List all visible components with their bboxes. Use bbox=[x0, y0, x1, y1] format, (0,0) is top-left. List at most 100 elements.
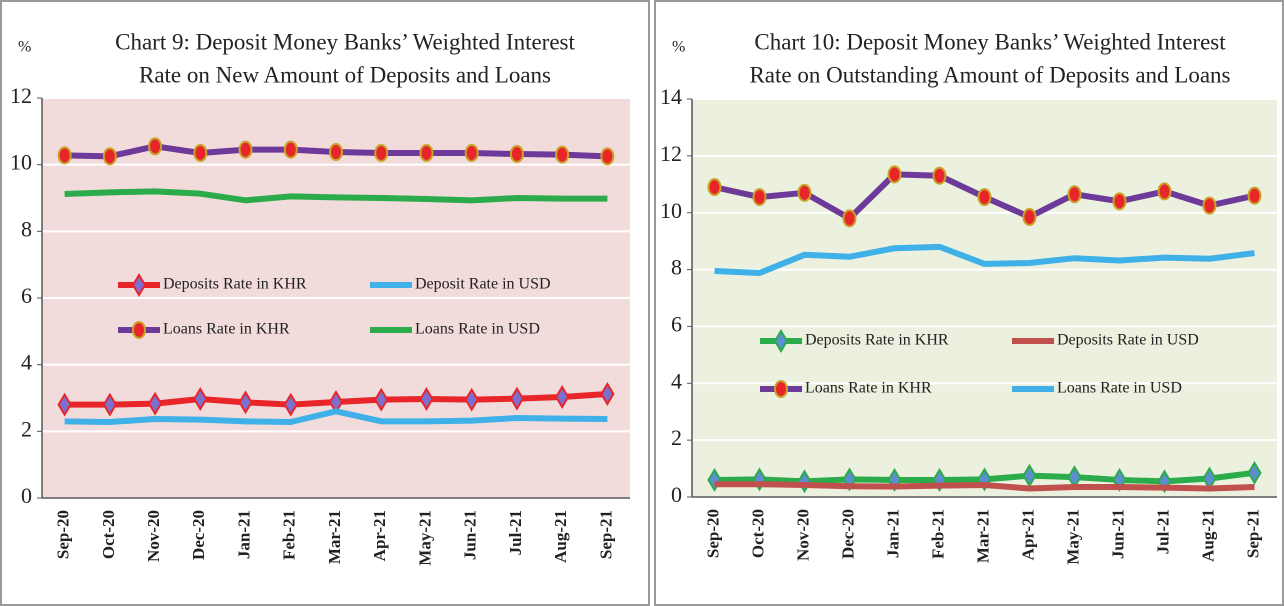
y-axis-label: % bbox=[672, 39, 685, 56]
data-point bbox=[193, 144, 208, 162]
legend-marker bbox=[773, 329, 789, 353]
data-point bbox=[147, 391, 163, 416]
x-tick-label: Dec-20 bbox=[838, 509, 857, 559]
y-tick-label: 4 bbox=[21, 350, 32, 375]
data-point bbox=[238, 390, 253, 415]
x-tick-label: May-21 bbox=[1063, 509, 1082, 565]
series-line bbox=[64, 408, 608, 425]
data-point bbox=[419, 144, 434, 162]
chart-title: Chart 10: Deposit Money Banks’ Weighted … bbox=[754, 29, 1226, 54]
data-point bbox=[283, 140, 298, 159]
data-point bbox=[555, 145, 570, 164]
x-tick-label: Jul-21 bbox=[506, 510, 525, 555]
data-point bbox=[842, 209, 857, 228]
data-point bbox=[102, 147, 117, 166]
y-tick-label: 0 bbox=[21, 483, 32, 508]
y-tick-label: 10 bbox=[10, 150, 32, 175]
data-point bbox=[1022, 207, 1037, 226]
x-tick-label: Sep-21 bbox=[596, 510, 615, 559]
series-line bbox=[64, 188, 608, 204]
legend-marker bbox=[774, 380, 788, 398]
plot-area bbox=[692, 99, 1277, 497]
data-point bbox=[148, 137, 163, 156]
y-tick-label: 8 bbox=[21, 216, 32, 241]
legend-marker bbox=[131, 273, 147, 297]
y-tick-label: 14 bbox=[660, 84, 682, 109]
y-tick-label: 12 bbox=[660, 141, 682, 166]
data-point bbox=[57, 392, 72, 417]
data-point bbox=[977, 188, 992, 207]
data-point bbox=[1112, 192, 1127, 211]
x-tick-label: Aug-21 bbox=[1198, 509, 1217, 562]
x-tick-label: Feb-21 bbox=[280, 510, 299, 560]
data-point bbox=[1067, 185, 1082, 204]
x-tick-label: Jan-21 bbox=[234, 510, 253, 559]
data-point bbox=[554, 385, 570, 409]
x-tick-label: Nov-20 bbox=[793, 509, 812, 561]
x-tick-label: Aug-21 bbox=[551, 510, 570, 563]
data-point bbox=[238, 140, 253, 159]
data-point bbox=[707, 178, 722, 197]
x-tick-label: Oct-20 bbox=[99, 510, 118, 559]
data-point bbox=[1202, 196, 1217, 215]
x-tick-label: Feb-21 bbox=[928, 509, 947, 559]
data-point bbox=[1247, 460, 1262, 485]
x-tick-label: Jul-21 bbox=[1153, 509, 1172, 554]
data-point bbox=[193, 387, 208, 411]
y-tick-label: 6 bbox=[21, 283, 32, 308]
data-point bbox=[932, 166, 947, 185]
data-point bbox=[707, 467, 722, 492]
x-tick-label: Jun-21 bbox=[1108, 509, 1127, 559]
data-point bbox=[464, 144, 479, 162]
y-tick-label: 8 bbox=[671, 255, 682, 280]
data-point bbox=[600, 382, 615, 406]
y-axis-label: % bbox=[18, 39, 31, 56]
chart-title: Rate on Outstanding Amount of Deposits a… bbox=[749, 62, 1230, 87]
x-tick-label: Sep-21 bbox=[1243, 509, 1262, 558]
legend-marker bbox=[132, 321, 146, 339]
x-tick-label: Mar-21 bbox=[325, 510, 344, 564]
data-point bbox=[600, 147, 615, 166]
x-tick-label: Jun-21 bbox=[461, 510, 480, 560]
data-point bbox=[419, 387, 434, 411]
x-tick-label: Sep-20 bbox=[703, 509, 722, 558]
chart-title: Chart 9: Deposit Money Banks’ Weighted I… bbox=[115, 29, 575, 54]
legend-label: Loans Rate in USD bbox=[415, 321, 540, 338]
legend-label: Deposits Rate in KHR bbox=[805, 332, 949, 349]
data-point bbox=[932, 467, 947, 492]
data-point bbox=[752, 188, 767, 207]
x-tick-label: Jan-21 bbox=[883, 509, 902, 558]
series-line bbox=[714, 481, 1255, 492]
legend-label: Deposit Rate in USD bbox=[415, 276, 551, 293]
data-point bbox=[1157, 182, 1172, 201]
x-tick-label: Oct-20 bbox=[748, 509, 767, 558]
data-point bbox=[887, 467, 902, 492]
data-point bbox=[887, 165, 902, 184]
x-tick-label: Apr-21 bbox=[1018, 509, 1037, 560]
x-tick-label: Mar-21 bbox=[973, 509, 992, 563]
data-point bbox=[283, 392, 298, 417]
x-tick-label: May-21 bbox=[415, 510, 434, 566]
data-point bbox=[102, 392, 118, 417]
series-line bbox=[714, 243, 1255, 276]
y-tick-label: 2 bbox=[21, 416, 32, 441]
y-tick-label: 0 bbox=[671, 482, 682, 507]
data-point bbox=[509, 145, 524, 163]
y-tick-label: 6 bbox=[671, 311, 682, 336]
y-tick-label: 10 bbox=[660, 198, 682, 223]
data-point bbox=[509, 386, 525, 411]
x-tick-label: Apr-21 bbox=[370, 510, 389, 561]
data-point bbox=[329, 143, 343, 161]
x-tick-label: Sep-20 bbox=[54, 510, 73, 559]
x-tick-label: Dec-20 bbox=[189, 510, 208, 560]
y-tick-label: 4 bbox=[671, 368, 682, 393]
y-tick-label: 2 bbox=[671, 425, 682, 450]
data-point bbox=[797, 183, 812, 202]
data-point bbox=[374, 144, 389, 162]
chart-title: Rate on New Amount of Deposits and Loans bbox=[139, 62, 551, 87]
legend-label: Deposits Rate in USD bbox=[1057, 332, 1199, 349]
data-point bbox=[464, 387, 479, 412]
data-point bbox=[374, 387, 389, 412]
y-tick-label: 12 bbox=[10, 83, 32, 108]
